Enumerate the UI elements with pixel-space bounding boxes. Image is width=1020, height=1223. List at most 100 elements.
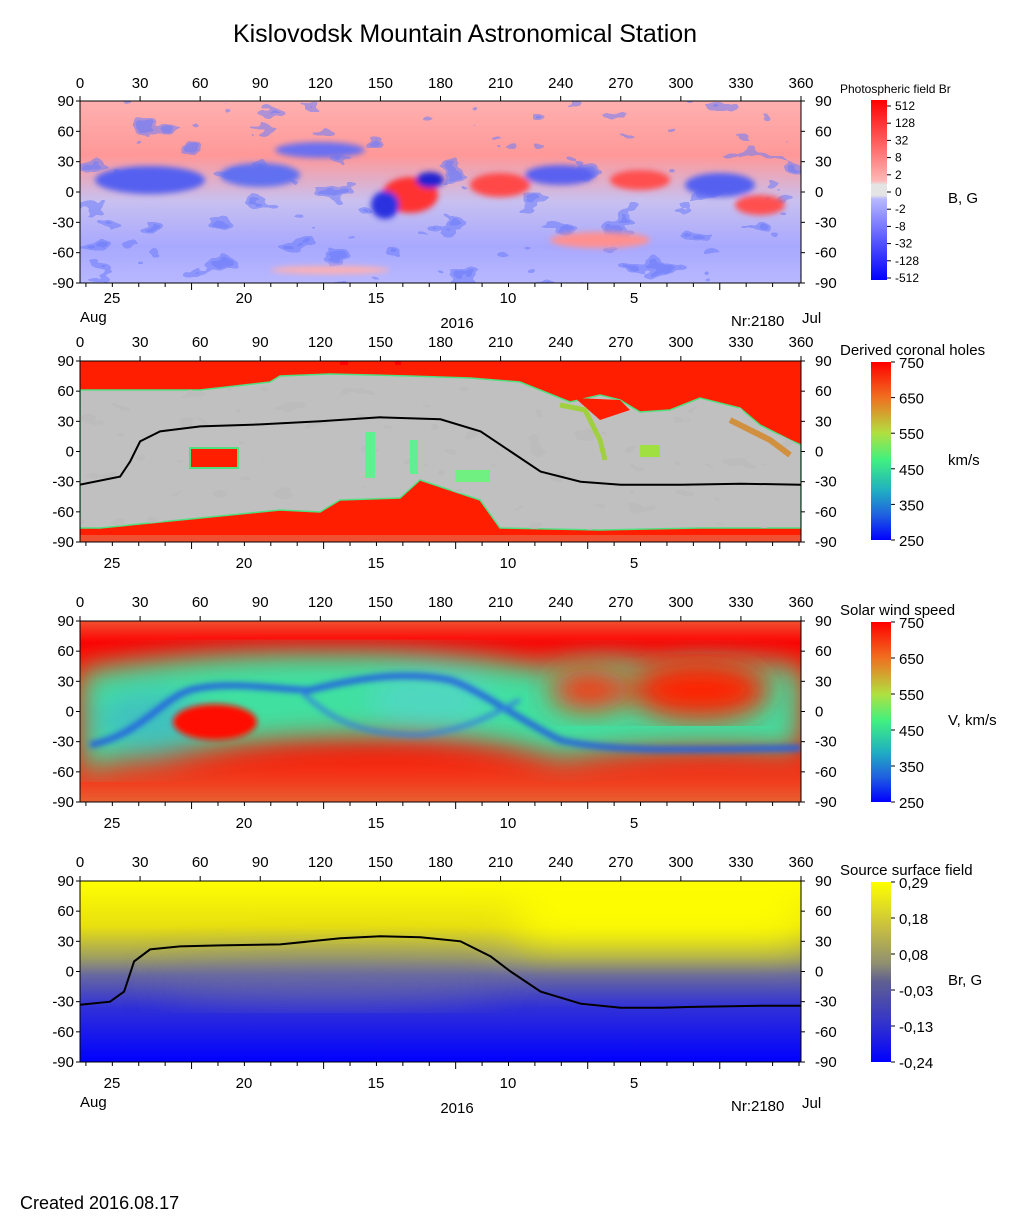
date-tick-label: 20 — [236, 290, 253, 307]
x-tick-label: 60 — [192, 594, 209, 611]
y-tick-label: -60 — [52, 1024, 74, 1041]
source-surface-neutral-line — [80, 935, 801, 1009]
coronal-holes-neutral-line — [80, 416, 801, 486]
colorbar-labels: Photospheric field Br B, G 512 128 32 8 2 0 -2 -8… — [840, 82, 997, 1072]
colorbar-tick-label: 450 — [899, 723, 924, 740]
y-tick-label: 30 — [815, 154, 832, 171]
date-tick-label: 5 — [630, 290, 638, 307]
y-tick-label: 30 — [57, 673, 74, 690]
colorbar-tick-label: 2 — [895, 168, 902, 182]
x-tick-label: 180 — [428, 334, 453, 351]
x-tick-label: 0 — [76, 75, 84, 92]
date-tick-label: 25 — [104, 815, 121, 832]
colorbar-tick-label: -0,24 — [899, 1055, 933, 1072]
colorbar-tick-label: 650 — [899, 391, 924, 408]
x-tick-label: 0 — [76, 854, 84, 871]
y-tick-label: 0 — [815, 444, 823, 461]
date-tick-label: 10 — [500, 290, 517, 307]
colorbar-tick-label: 32 — [895, 133, 909, 147]
y-tick-label: -30 — [815, 214, 837, 231]
date-tick-label: 10 — [500, 555, 517, 572]
x-tick-label: 120 — [308, 75, 333, 92]
colorbar-tick-label: 512 — [895, 99, 915, 113]
x-tick-label: 300 — [668, 594, 693, 611]
year-label: 2016 — [440, 1100, 473, 1117]
y-tick-label: -60 — [815, 1024, 837, 1041]
source-surface-field-map — [80, 881, 801, 1062]
y-tick-label: 60 — [815, 643, 832, 660]
x-tick-label: 240 — [548, 334, 573, 351]
x-tick-label: 180 — [428, 75, 453, 92]
y-tick-label: -60 — [52, 245, 74, 262]
colorbar-tick-label: 0,29 — [899, 875, 928, 892]
x-tick-label: 240 — [548, 75, 573, 92]
colorbar-tick-label: 450 — [899, 462, 924, 479]
x-tick-label: 90 — [252, 334, 269, 351]
y-tick-label: 30 — [815, 413, 832, 430]
x-tick-label: 270 — [608, 854, 633, 871]
colorbar-tick-label: 128 — [895, 116, 915, 130]
solar-wind-speed-map — [80, 621, 801, 802]
y-tick-label: 30 — [57, 154, 74, 171]
rotation-label: Nr:2180 — [731, 1098, 784, 1115]
colorbar-tick-label: 350 — [899, 759, 924, 776]
colorbar-tick-label: -0,13 — [899, 1019, 933, 1036]
y-tick-label: -60 — [815, 245, 837, 262]
colorbar-unit: V, km/s — [948, 712, 997, 729]
x-tick-label: 180 — [428, 854, 453, 871]
y-tick-label: 90 — [57, 93, 74, 110]
colorbar-coronal-holes — [871, 362, 891, 540]
x-tick-label: 330 — [728, 75, 753, 92]
x-tick-label: 60 — [192, 334, 209, 351]
x-tick-label: 0 — [76, 334, 84, 351]
created-date: Created 2016.08.17 — [20, 1193, 180, 1213]
y-tick-label: 90 — [815, 353, 832, 370]
y-tick-label: 0 — [815, 964, 823, 981]
colorbar-tick-label: -512 — [895, 271, 919, 285]
x-tick-label: 270 — [608, 334, 633, 351]
date-tick-label: 15 — [368, 290, 385, 307]
y-tick-label: 60 — [57, 643, 74, 660]
x-tick-label: 300 — [668, 75, 693, 92]
x-tick-label: 270 — [608, 594, 633, 611]
y-tick-label: -30 — [52, 994, 74, 1011]
colorbar-tick-label: -8 — [895, 219, 906, 233]
date-tick-label: 20 — [236, 555, 253, 572]
y-tick-label: 90 — [815, 873, 832, 890]
y-tick-label: 90 — [815, 93, 832, 110]
x-tick-label: 30 — [132, 594, 149, 611]
x-tick-label: 30 — [132, 854, 149, 871]
rotation-label: Nr:2180 — [731, 313, 784, 330]
x-tick-label: 360 — [788, 594, 813, 611]
y-tick-label: 30 — [815, 673, 832, 690]
y-tick-label: -30 — [815, 994, 837, 1011]
date-tick-label: 10 — [500, 815, 517, 832]
y-tick-label: -30 — [52, 214, 74, 231]
colorbar-title: Photospheric field Br — [840, 82, 951, 96]
month-end-label: Jul — [802, 1095, 821, 1112]
y-tick-label: -90 — [815, 794, 837, 811]
x-tick-label: 120 — [308, 334, 333, 351]
x-tick-label: 210 — [488, 334, 513, 351]
colorbar-tick-label: 550 — [899, 687, 924, 704]
date-tick-label: 25 — [104, 290, 121, 307]
x-tick-label: 150 — [368, 854, 393, 871]
y-tick-label: 60 — [57, 123, 74, 140]
y-tick-label: -30 — [52, 734, 74, 751]
x-tick-label: 330 — [728, 334, 753, 351]
colorbar-title: Derived coronal holes — [840, 342, 985, 359]
x-tick-label: 120 — [308, 854, 333, 871]
y-tick-label: -60 — [52, 504, 74, 521]
colorbar-title: Solar wind speed — [840, 602, 955, 619]
colorbar-tick-label: -128 — [895, 254, 919, 268]
x-tick-label: 360 — [788, 334, 813, 351]
colorbar-tick-label: 0,18 — [899, 911, 928, 928]
x-tick-label: 240 — [548, 594, 573, 611]
colorbar-tick-label: -0,03 — [899, 983, 933, 1000]
colorbar-unit: B, G — [948, 190, 978, 207]
y-tick-label: -90 — [52, 534, 74, 551]
x-tick-label: 300 — [668, 854, 693, 871]
y-tick-label: 90 — [815, 613, 832, 630]
x-tick-label: 150 — [368, 75, 393, 92]
